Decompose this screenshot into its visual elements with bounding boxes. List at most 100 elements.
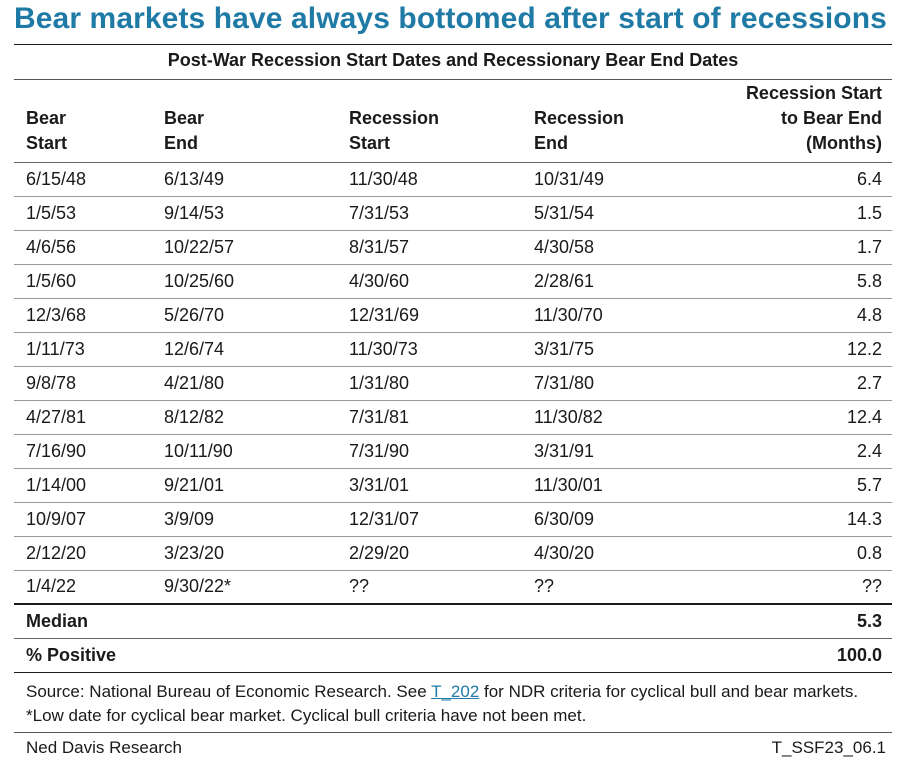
table-body: 6/15/48 6/13/49 11/30/48 10/31/49 6.4 1/5/53 9… bbox=[14, 162, 892, 673]
column-header-line: (Months) bbox=[806, 132, 882, 153]
table-cell-bear-start: 7/16/90 bbox=[14, 434, 152, 469]
title-divider bbox=[14, 44, 892, 45]
table-cell-recession-start: 7/31/53 bbox=[337, 196, 522, 231]
column-header-line: Start bbox=[349, 132, 391, 153]
table-cell-bear-end: 9/21/01 bbox=[152, 468, 337, 503]
table-cell-months-to-bear-end: 12.2 bbox=[707, 332, 892, 367]
table-cell-months-to-bear-end: 12.4 bbox=[707, 400, 892, 435]
table-header-row: Bear Start Bear End Recession Start Recession E… bbox=[14, 80, 892, 163]
table-cell-bear-start: 2/12/20 bbox=[14, 536, 152, 571]
table-cell-bear-end: 12/6/74 bbox=[152, 332, 337, 367]
table-cell-months-to-bear-end: 1.7 bbox=[707, 230, 892, 265]
summary-value: 5.3 bbox=[707, 604, 892, 639]
table-row: 10/9/07 3/9/09 12/31/07 6/30/09 14.3 bbox=[14, 502, 892, 537]
column-header-line: Bear bbox=[164, 107, 205, 128]
recession-bear-table: Bear Start Bear End Recession Start Recession E… bbox=[14, 80, 892, 673]
table-cell-recession-start: 12/31/07 bbox=[337, 502, 522, 537]
table-cell-months-to-bear-end: 14.3 bbox=[707, 502, 892, 537]
table-row: 12/3/68 5/26/70 12/31/69 11/30/70 4.8 bbox=[14, 298, 892, 333]
table-cell-recession-start: 4/30/60 bbox=[337, 264, 522, 299]
column-header-line: Start bbox=[26, 132, 68, 153]
table-cell-bear-start: 12/3/68 bbox=[14, 298, 152, 333]
table-cell-recession-end: 11/30/01 bbox=[522, 468, 707, 503]
table-cell-recession-end: 4/30/20 bbox=[522, 536, 707, 571]
table-cell-bear-end: 4/21/80 bbox=[152, 366, 337, 401]
table-cell-bear-end: 10/22/57 bbox=[152, 230, 337, 265]
publisher-name: Ned Davis Research bbox=[26, 738, 182, 757]
table-cell-months-to-bear-end: ?? bbox=[707, 570, 892, 605]
table-cell-bear-end: 6/13/49 bbox=[152, 162, 337, 197]
chart-id: T_SSF23_06.1 bbox=[771, 738, 886, 757]
source-prefix: Source: National Bureau of Economic Rese… bbox=[26, 682, 432, 701]
table-cell-bear-end: 3/23/20 bbox=[152, 536, 337, 571]
table-title: Post-War Recession Start Dates and Reces… bbox=[167, 50, 739, 70]
table-cell-recession-start: 7/31/81 bbox=[337, 400, 522, 435]
table-cell-recession-start: 11/30/73 bbox=[337, 332, 522, 367]
summary-row: % Positive 100.0 bbox=[14, 638, 892, 673]
table-cell-bear-end: 5/26/70 bbox=[152, 298, 337, 333]
summary-row: Median 5.3 bbox=[14, 604, 892, 639]
table-cell-months-to-bear-end: 5.8 bbox=[707, 264, 892, 299]
table-cell-bear-start: 10/9/07 bbox=[14, 502, 152, 537]
summary-label: % Positive bbox=[14, 638, 707, 673]
table-cell-recession-end: 4/30/58 bbox=[522, 230, 707, 265]
column-header-line: End bbox=[164, 132, 198, 153]
table-cell-bear-start: 4/27/81 bbox=[14, 400, 152, 435]
footer-divider bbox=[14, 732, 892, 733]
t202-link[interactable]: T_202 bbox=[431, 682, 480, 701]
table-row: 1/5/53 9/14/53 7/31/53 5/31/54 1.5 bbox=[14, 196, 892, 231]
table-cell-bear-end: 9/30/22* bbox=[152, 570, 337, 605]
table-cell-recession-end: 2/28/61 bbox=[522, 264, 707, 299]
column-header-recession-end: Recession End bbox=[522, 80, 707, 163]
table-cell-recession-start: 2/29/20 bbox=[337, 536, 522, 571]
table-cell-recession-start: ?? bbox=[337, 570, 522, 605]
column-header-bear-end: Bear End bbox=[152, 80, 337, 163]
table-cell-bear-end: 3/9/09 bbox=[152, 502, 337, 537]
page-title: Bear markets have always bottomed after … bbox=[14, 2, 887, 35]
column-header-recession-start: Recession Start bbox=[337, 80, 522, 163]
table-cell-recession-start: 8/31/57 bbox=[337, 230, 522, 265]
column-header-line: to Bear End bbox=[780, 107, 882, 128]
subtitle-divider bbox=[14, 79, 892, 80]
table-row: 9/8/78 4/21/80 1/31/80 7/31/80 2.7 bbox=[14, 366, 892, 401]
table-cell-months-to-bear-end: 2.4 bbox=[707, 434, 892, 469]
table-cell-bear-start: 1/11/73 bbox=[14, 332, 152, 367]
table-row: 1/14/00 9/21/01 3/31/01 11/30/01 5.7 bbox=[14, 468, 892, 503]
table-cell-recession-end: 11/30/70 bbox=[522, 298, 707, 333]
table-cell-bear-start: 4/6/56 bbox=[14, 230, 152, 265]
summary-value: 100.0 bbox=[707, 638, 892, 673]
column-header-line: End bbox=[534, 132, 568, 153]
column-header-line: Bear bbox=[26, 107, 67, 128]
table-cell-months-to-bear-end: 4.8 bbox=[707, 298, 892, 333]
table-cell-recession-start: 7/31/90 bbox=[337, 434, 522, 469]
table-cell-bear-start: 1/14/00 bbox=[14, 468, 152, 503]
table-cell-bear-start: 1/5/53 bbox=[14, 196, 152, 231]
table-cell-recession-end: 11/30/82 bbox=[522, 400, 707, 435]
summary-label: Median bbox=[14, 604, 707, 639]
table-cell-months-to-bear-end: 2.7 bbox=[707, 366, 892, 401]
table-cell-recession-end: 6/30/09 bbox=[522, 502, 707, 537]
table-row: 2/12/20 3/23/20 2/29/20 4/30/20 0.8 bbox=[14, 536, 892, 571]
table-cell-recession-start: 3/31/01 bbox=[337, 468, 522, 503]
table-cell-bear-start: 1/4/22 bbox=[14, 570, 152, 605]
table-cell-recession-end: 3/31/75 bbox=[522, 332, 707, 367]
table-cell-months-to-bear-end: 6.4 bbox=[707, 162, 892, 197]
column-header-bear-start: Bear Start bbox=[14, 80, 152, 163]
table-row: 6/15/48 6/13/49 11/30/48 10/31/49 6.4 bbox=[14, 162, 892, 197]
table-cell-recession-end: 7/31/80 bbox=[522, 366, 707, 401]
table-row: 1/11/73 12/6/74 11/30/73 3/31/75 12.2 bbox=[14, 332, 892, 367]
table-cell-recession-end: 10/31/49 bbox=[522, 162, 707, 197]
table-cell-recession-start: 1/31/80 bbox=[337, 366, 522, 401]
table-row: 1/4/22 9/30/22*?????? bbox=[14, 570, 892, 605]
column-header-line: Recession bbox=[534, 107, 625, 128]
table-cell-recession-start: 12/31/69 bbox=[337, 298, 522, 333]
table-row: 1/5/60 10/25/60 4/30/60 2/28/61 5.8 bbox=[14, 264, 892, 299]
table-cell-months-to-bear-end: 1.5 bbox=[707, 196, 892, 231]
table-cell-bear-end: 8/12/82 bbox=[152, 400, 337, 435]
table-row: 4/6/56 10/22/57 8/31/57 4/30/58 1.7 bbox=[14, 230, 892, 265]
table-cell-bear-end: 10/25/60 bbox=[152, 264, 337, 299]
table-row: 4/27/81 8/12/82 7/31/81 11/30/82 12.4 bbox=[14, 400, 892, 435]
table-cell-bear-end: 10/11/90 bbox=[152, 434, 337, 469]
source-note: Source: National Bureau of Economic Rese… bbox=[26, 680, 886, 728]
table-cell-bear-end: 9/14/53 bbox=[152, 196, 337, 231]
